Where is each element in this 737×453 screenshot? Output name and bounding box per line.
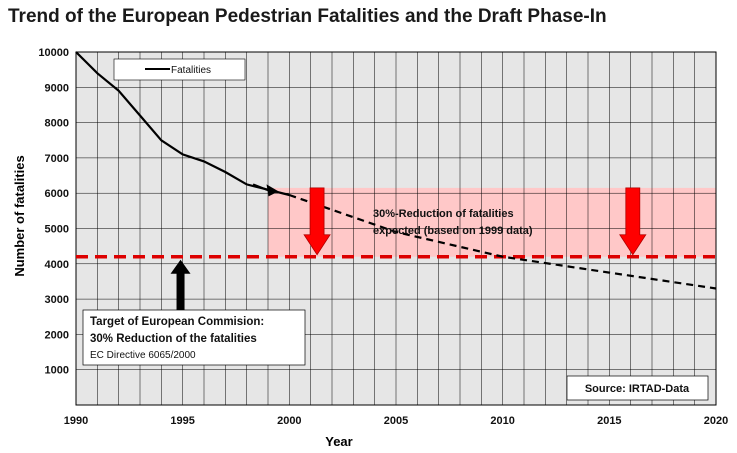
x-tick-label: 2005	[384, 415, 408, 427]
target-box-frame	[82, 309, 306, 366]
chart-title: Trend of the European Pedestrian Fatalit…	[8, 6, 607, 27]
arrows	[170, 183, 647, 310]
source-label: Source: IRTAD-Data	[585, 383, 690, 395]
x-tick-label: 1995	[170, 415, 194, 427]
series-line-projection	[288, 193, 717, 290]
y-axis-label: Number of fatalities	[12, 155, 27, 276]
x-axis-label: Year	[325, 434, 352, 449]
x-axis-ticks: 1990 1995 2000 2005 2010 2015 2020	[64, 415, 728, 427]
series-line-fatalities	[75, 51, 290, 197]
series-lines	[75, 51, 717, 290]
y-tick-label: 3000	[45, 294, 69, 306]
reduction-text-line1: 30%-Reduction of fatalities	[373, 208, 514, 220]
y-tick-label: 2000	[45, 329, 69, 341]
plot-border	[75, 51, 717, 406]
y-tick-label: 7000	[45, 153, 69, 165]
y-tick-label: 9000	[45, 82, 69, 94]
red-arrow-left	[303, 187, 331, 256]
target-box-line1: Target of European Commision:	[90, 316, 264, 328]
y-tick-label: 8000	[45, 118, 69, 130]
legend: Fatalities	[113, 58, 246, 81]
x-tick-label: 1990	[64, 415, 88, 427]
reduction-band	[268, 187, 716, 257]
pointer-arrow-head	[266, 184, 279, 197]
reduction-text-line2: expected (based on 1999 data)	[373, 225, 533, 237]
x-tick-label: 2000	[277, 415, 301, 427]
target-box-line2: 30% Reduction of the fatalities	[90, 333, 257, 345]
x-tick-label: 2020	[704, 415, 728, 427]
y-tick-label: 10000	[38, 47, 69, 59]
y-tick-label: 6000	[45, 188, 69, 200]
black-arrow-up	[170, 259, 191, 310]
reduction-annotation: 30%-Reduction of fatalities expected (ba…	[373, 208, 533, 237]
legend-entry-fatalities: Fatalities	[171, 65, 211, 76]
legend-box	[113, 58, 246, 81]
x-tick-label: 2010	[490, 415, 514, 427]
pointer-arrow-shaft	[252, 183, 269, 192]
red-arrow-right	[619, 187, 647, 256]
source-box: Source: IRTAD-Data	[566, 375, 709, 401]
target-box-line3: EC Directive 6065/2000	[90, 350, 196, 361]
target-box: Target of European Commision: 30% Reduct…	[82, 309, 306, 366]
y-tick-label: 5000	[45, 224, 69, 236]
y-tick-label: 1000	[45, 365, 69, 377]
y-axis-ticks: 1000 2000 3000 4000 5000 6000 7000 8000 9000 1000…	[38, 47, 69, 377]
source-box-frame	[566, 375, 709, 401]
x-tick-label: 2015	[597, 415, 621, 427]
y-tick-label: 4000	[45, 259, 69, 271]
